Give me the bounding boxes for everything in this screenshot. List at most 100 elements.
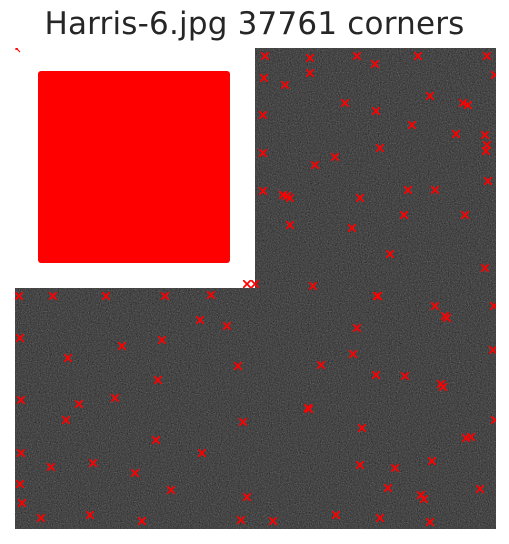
- corner-marker: [383, 483, 393, 493]
- corner-marker: [375, 143, 385, 153]
- corner-marker: [137, 516, 147, 526]
- corner-marker: [242, 492, 252, 502]
- corner-marker: [348, 349, 358, 359]
- corner-marker: [222, 321, 232, 331]
- corner-marker: [15, 291, 24, 301]
- corner-marker: [340, 98, 350, 108]
- corner-marker: [430, 185, 440, 195]
- corner-marker: [385, 249, 395, 259]
- corner-marker: [490, 415, 496, 425]
- corner-marker: [242, 279, 252, 289]
- corner-marker: [390, 463, 400, 473]
- corner-marker: [463, 100, 473, 110]
- corner-marker: [352, 51, 362, 61]
- corner-marker: [15, 333, 25, 343]
- corner-marker: [48, 291, 58, 301]
- corner-marker: [88, 458, 98, 468]
- corner-marker: [282, 191, 292, 201]
- corner-marker: [17, 498, 27, 508]
- corner-marker: [160, 291, 170, 301]
- corner-marker: [268, 516, 278, 526]
- corner-marker: [371, 370, 381, 380]
- corner-marker: [330, 152, 340, 162]
- corner-marker: [61, 415, 71, 425]
- corner-marker: [63, 353, 73, 363]
- corner-marker: [352, 323, 362, 333]
- corner-marker: [407, 120, 417, 130]
- corner-marker: [400, 371, 410, 381]
- corner-marker: [331, 510, 341, 520]
- harris-corner-image: [15, 48, 496, 529]
- corner-marker: [458, 98, 468, 108]
- corner-marker: [425, 517, 435, 527]
- corner-marker: [488, 345, 496, 355]
- corner-marker: [305, 68, 315, 78]
- corner-marker: [130, 468, 140, 478]
- corner-marker: [316, 360, 326, 370]
- corner-marker: [399, 210, 409, 220]
- corner-marker: [74, 399, 84, 409]
- corner-marker: [372, 291, 382, 301]
- corner-marker: [475, 484, 485, 494]
- corner-marker: [195, 315, 205, 325]
- corner-marker: [480, 263, 490, 273]
- corner-marker: [419, 494, 429, 504]
- corner-marker: [280, 80, 290, 90]
- corner-marker: [304, 404, 314, 414]
- corner-marker: [258, 186, 268, 196]
- corner-marker: [117, 341, 127, 351]
- corner-marker: [461, 433, 471, 443]
- corner-marker: [370, 59, 380, 69]
- corner-marker: [16, 395, 26, 405]
- corner-marker: [427, 456, 437, 466]
- corner-marker: [451, 129, 461, 139]
- corner-marker: [259, 73, 269, 83]
- corner-marker: [489, 301, 496, 311]
- corner-marker: [442, 313, 452, 323]
- corner-markers: [15, 48, 496, 527]
- corner-marker: [347, 223, 357, 233]
- corner-marker: [305, 53, 315, 63]
- corner-marker: [355, 460, 365, 470]
- corner-marker: [238, 417, 248, 427]
- corner-marker: [355, 193, 365, 203]
- corner-marker: [438, 382, 448, 392]
- corner-marker: [371, 106, 381, 116]
- corner-marker: [490, 70, 496, 80]
- corner-marker: [153, 375, 163, 385]
- corner-marker: [46, 462, 56, 472]
- corner-marker: [250, 279, 260, 289]
- corner-marker: [206, 290, 216, 300]
- corner-marker: [285, 220, 295, 230]
- corner-marker: [260, 51, 270, 61]
- corner-marker: [425, 91, 435, 101]
- image-canvas: [15, 48, 496, 529]
- corner-marker: [480, 130, 490, 140]
- corner-marker: [357, 423, 367, 433]
- corner-marker: [403, 185, 413, 195]
- corner-marker: [460, 210, 470, 220]
- corner-marker: [16, 448, 26, 458]
- corner-marker: [15, 48, 21, 53]
- corner-marker: [310, 160, 320, 170]
- corner-marker: [236, 515, 246, 525]
- corner-marker: [166, 485, 176, 495]
- corner-marker: [151, 435, 161, 445]
- corner-marker: [308, 281, 318, 291]
- corner-marker: [482, 51, 492, 61]
- corner-marker: [85, 510, 95, 520]
- corner-marker: [430, 301, 440, 311]
- corner-marker: [375, 513, 385, 523]
- corner-marker: [110, 393, 120, 403]
- corner-marker: [482, 140, 492, 150]
- corner-marker: [233, 361, 243, 371]
- corner-marker: [15, 479, 25, 489]
- corner-marker: [413, 51, 423, 61]
- corner-marker: [483, 176, 493, 186]
- corner-marker: [157, 335, 167, 345]
- figure-title: Harris-6.jpg 37761 corners: [44, 6, 465, 42]
- red-corner-cluster: [38, 71, 230, 263]
- corner-marker: [197, 448, 207, 458]
- corner-marker: [101, 291, 111, 301]
- corner-marker: [258, 110, 268, 120]
